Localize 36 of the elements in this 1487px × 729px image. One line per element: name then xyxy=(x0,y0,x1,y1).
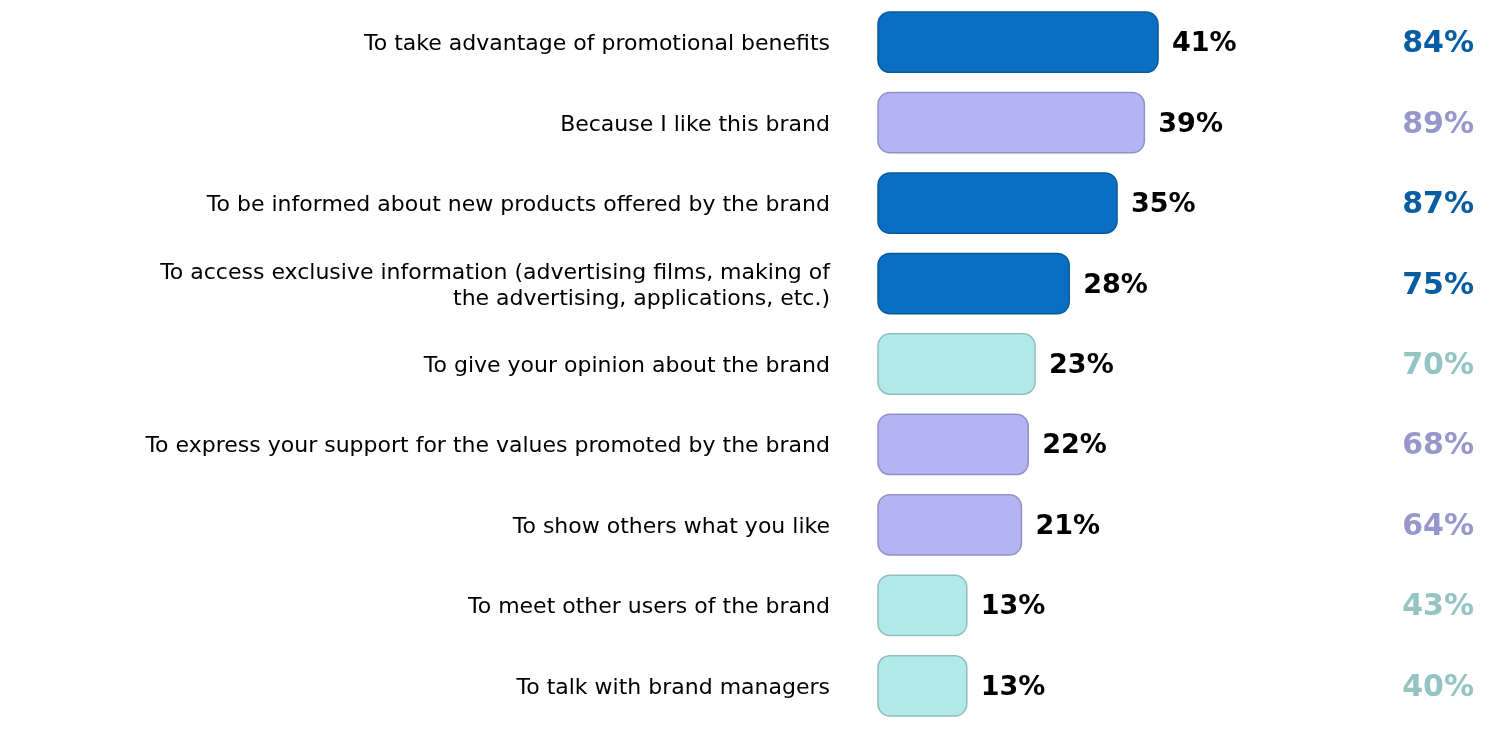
y-tick-label: To meet other users of the brand xyxy=(466,593,830,619)
text: 89% xyxy=(1402,104,1474,140)
text: 43% xyxy=(1402,587,1474,623)
bar xyxy=(877,574,968,637)
data-label: 39% xyxy=(1158,106,1223,138)
data-label: 21% xyxy=(1035,508,1101,540)
data-label: 13% xyxy=(980,589,1046,621)
data-label: 22% xyxy=(1042,428,1107,460)
text: 75% xyxy=(1402,265,1474,301)
text: 40% xyxy=(1402,667,1474,703)
data-label: 41% xyxy=(1172,26,1237,58)
y-tick-label: To express your support for the values promoted by the brand xyxy=(144,432,830,458)
bar xyxy=(877,252,1070,315)
y-tick-label: To show others what you like xyxy=(511,512,830,538)
data-label: 23% xyxy=(1049,348,1114,379)
text: 64% xyxy=(1402,506,1474,542)
y-tick-label: Because I like this brand xyxy=(560,110,830,136)
text: 84% xyxy=(1402,24,1474,60)
y-tick-label: To be informed about new products offered by the brand xyxy=(205,191,830,217)
bar xyxy=(877,493,1023,556)
text: 87% xyxy=(1402,185,1474,221)
y-tick-label: To take advantage of promotional benefits xyxy=(363,30,830,56)
bar xyxy=(877,172,1118,235)
text: 68% xyxy=(1402,426,1474,462)
data-label: 28% xyxy=(1083,267,1148,299)
bar xyxy=(877,333,1036,395)
text: 70% xyxy=(1402,346,1474,381)
data-label: 13% xyxy=(980,669,1046,701)
y-tick-label: To give your opinion about the brand xyxy=(422,352,830,377)
bar xyxy=(877,91,1146,154)
data-label: 35% xyxy=(1131,187,1196,219)
y-tick-label: To talk with brand managers xyxy=(515,673,830,699)
bar xyxy=(877,413,1029,476)
bar xyxy=(877,11,1159,74)
bar xyxy=(877,654,968,717)
y-tick-label: To access exclusive information (advertising films, making of the advertising, applications, etc.) xyxy=(159,258,832,310)
